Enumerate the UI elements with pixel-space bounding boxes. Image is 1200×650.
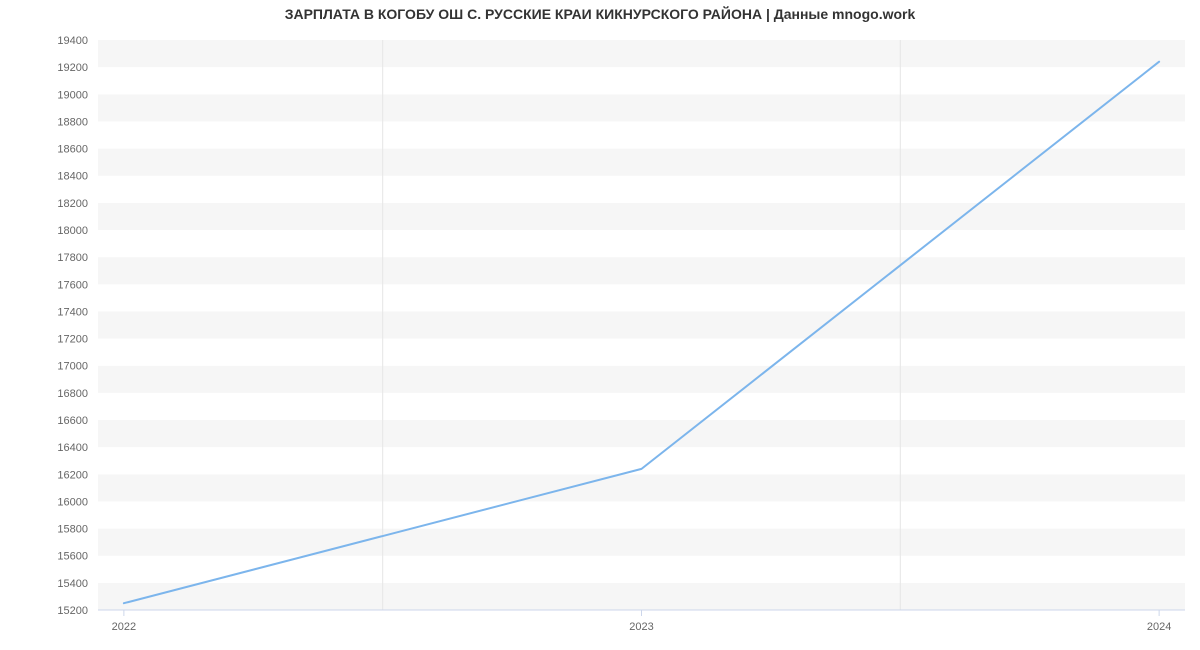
x-tick-label: 2022 <box>112 621 136 633</box>
y-tick-label: 15200 <box>57 605 88 617</box>
y-tick-label: 18800 <box>57 116 88 128</box>
y-tick-label: 19400 <box>57 35 88 47</box>
y-tick-label: 17800 <box>57 252 88 264</box>
y-tick-label: 17600 <box>57 279 88 291</box>
y-tick-label: 18600 <box>57 144 88 156</box>
y-tick-label: 18400 <box>57 171 88 183</box>
y-tick-label: 18200 <box>57 198 88 210</box>
y-tick-label: 16800 <box>57 388 88 400</box>
y-tick-label: 16000 <box>57 496 88 508</box>
x-tick-label: 2024 <box>1147 621 1171 633</box>
y-tick-label: 19000 <box>57 89 88 101</box>
y-tick-label: 16600 <box>57 415 88 427</box>
y-tick-label: 16200 <box>57 469 88 481</box>
y-tick-label: 17200 <box>57 334 88 346</box>
y-tick-label: 17000 <box>57 361 88 373</box>
y-tick-label: 18000 <box>57 225 88 237</box>
chart-svg: 2022 2023 2024 15200 15400 15600 15800 16000 162… <box>0 0 1200 650</box>
y-tick-label: 15400 <box>57 578 88 590</box>
y-tick-label: 15600 <box>57 551 88 563</box>
y-tick-label: 17400 <box>57 306 88 318</box>
y-tick-label: 19200 <box>57 62 88 74</box>
y-tick-label: 15800 <box>57 524 88 536</box>
y-tick-label: 16400 <box>57 442 88 454</box>
chart-title: ЗАРПЛАТА В КОГОБУ ОШ С. РУССКИЕ КРАИ КИК… <box>0 6 1200 22</box>
x-tick-label: 2023 <box>629 621 653 633</box>
salary-chart: ЗАРПЛАТА В КОГОБУ ОШ С. РУССКИЕ КРАИ КИК… <box>0 0 1200 650</box>
